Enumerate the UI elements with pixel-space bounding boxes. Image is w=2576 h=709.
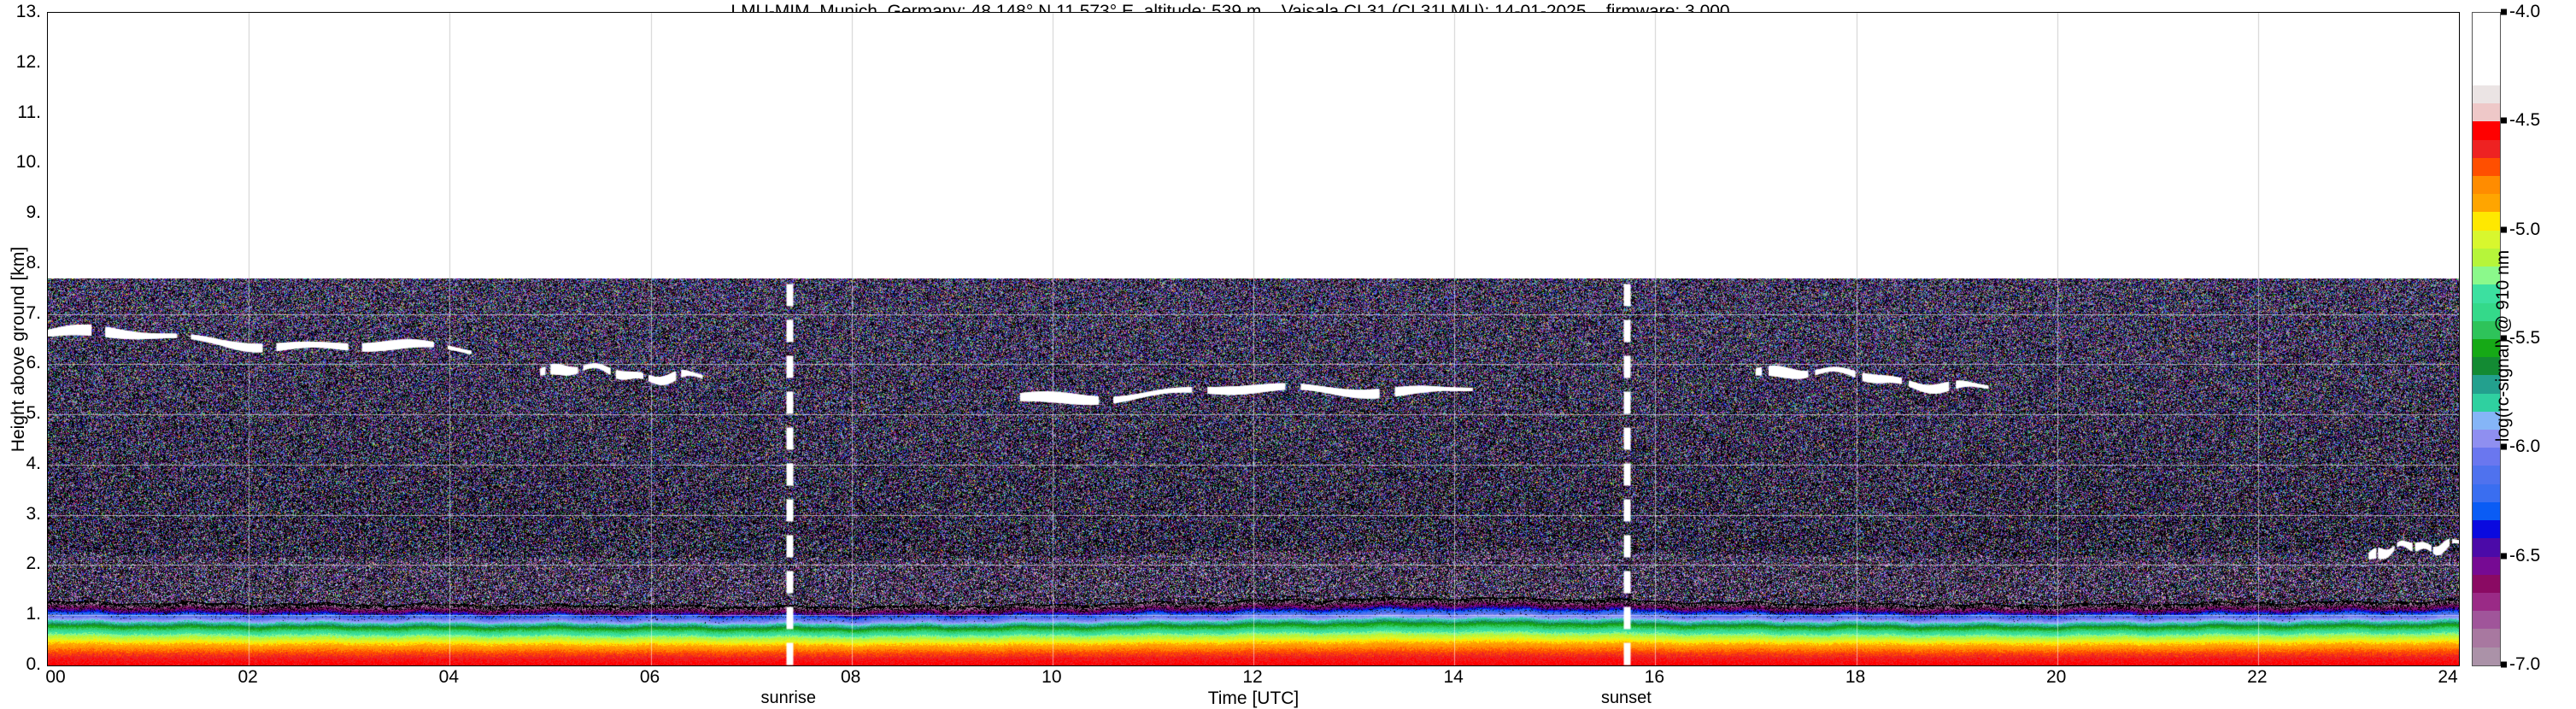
x-event-label-sunset: sunset <box>1600 688 1652 707</box>
y-tick-label: 12. <box>15 51 41 72</box>
colorbar-segment <box>2473 411 2500 431</box>
y-axis: 0. 1. 2. 3. 4. 5. 6. 7. 8. 9. 10. 11. 12. 13. <box>0 2 43 674</box>
colorbar-tick-mark <box>2501 553 2507 560</box>
x-tick-label: 16 <box>1644 667 1665 687</box>
x-tick-label: 00 <box>45 667 66 687</box>
heatmap-canvas <box>48 13 2459 665</box>
colorbar-segment <box>2473 574 2500 593</box>
x-tick-label: 22 <box>2247 667 2268 687</box>
x-event-label-sunrise: sunrise <box>760 688 816 707</box>
y-tick-label: 6. <box>26 353 41 373</box>
x-axis-title: Time [UTC] <box>1207 688 1300 708</box>
y-tick-label: 3. <box>26 503 41 524</box>
y-tick-label: 7. <box>26 302 41 323</box>
colorbar-segment <box>2473 103 2500 122</box>
colorbar-segment <box>2473 320 2500 339</box>
colorbar-segment <box>2473 85 2500 104</box>
colorbar-segment <box>2473 212 2500 231</box>
colorbar-segment <box>2473 538 2500 557</box>
colorbar-segment <box>2473 302 2500 321</box>
colorbar-segment <box>2473 520 2500 539</box>
colorbar-segment <box>2473 611 2500 630</box>
colorbar-tick-label: -5.5 <box>2509 328 2541 348</box>
colorbar-tick-label: -4.0 <box>2509 2 2541 21</box>
y-tick-label: 1. <box>26 604 41 624</box>
colorbar-segment <box>2473 466 2500 484</box>
colorbar-segment <box>2473 157 2500 176</box>
y-tick-label: 11. <box>17 102 41 122</box>
colorbar-tick-mark <box>2501 9 2507 15</box>
x-tick-label: 08 <box>840 667 861 687</box>
y-tick-label: 9. <box>26 202 41 223</box>
colorbar-segment <box>2473 629 2500 647</box>
colorbar-ticks: -4.0 -4.5 -5.0 -5.5 -6.0 -6.5 -7.0 <box>2501 2 2569 674</box>
colorbar-segment <box>2473 121 2500 140</box>
colorbar-segment <box>2473 430 2500 448</box>
x-tick-label: 20 <box>2045 667 2067 687</box>
colorbar-segment <box>2473 49 2500 67</box>
colorbar-segment <box>2473 375 2500 394</box>
colorbar-segment <box>2473 175 2500 195</box>
colorbar-segment <box>2473 67 2500 85</box>
x-tick-label: 02 <box>238 667 258 687</box>
colorbar-segment <box>2473 338 2500 358</box>
colorbar-tick-mark <box>2501 661 2507 668</box>
colorbar-segment <box>2473 593 2500 612</box>
colorbar-tick-label: -7.0 <box>2509 654 2541 674</box>
colorbar-segment <box>2473 483 2500 502</box>
colorbar-segment <box>2473 139 2500 158</box>
colorbar-segment <box>2473 647 2500 665</box>
x-tick-label: 06 <box>639 667 660 687</box>
colorbar-segment <box>2473 556 2500 575</box>
x-tick-label: 12 <box>1242 667 1263 687</box>
colorbar-tick-label: -6.5 <box>2509 545 2541 565</box>
x-tick-label: 04 <box>438 667 460 687</box>
ceilometer-heatmap-plot <box>47 12 2460 666</box>
colorbar-segment <box>2473 448 2500 466</box>
colorbar-segment <box>2473 357 2500 376</box>
x-tick-label: 24 <box>2438 667 2458 687</box>
y-tick-label: 2. <box>26 554 41 574</box>
x-tick-label: 14 <box>1443 667 1464 687</box>
y-tick-label: 13. <box>15 2 41 21</box>
colorbar-tick-mark <box>2501 117 2507 124</box>
colorbar-tick-label: -6.0 <box>2509 437 2541 457</box>
y-axis-title: Height above ground [km] <box>9 246 28 453</box>
y-tick-label: 10. <box>15 152 41 173</box>
y-tick-label: 0. <box>26 654 41 674</box>
x-axis: 00 02 04 06 08 10 12 14 16 18 20 22 24 sunrise sunset <box>45 667 2460 707</box>
colorbar-tick-mark <box>2501 443 2507 450</box>
colorbar-tick-label: -5.0 <box>2509 219 2541 239</box>
y-tick-label: 5. <box>26 403 41 424</box>
colorbar-tick-mark <box>2501 226 2507 233</box>
x-tick-label: 18 <box>1845 667 1866 687</box>
colorbar-segment <box>2473 501 2500 521</box>
colorbar-segment <box>2473 31 2500 50</box>
colorbar-segment <box>2473 194 2500 213</box>
colorbar-segment <box>2473 230 2500 249</box>
y-tick-label: 4. <box>26 453 41 473</box>
colorbar-segment <box>2473 248 2500 267</box>
y-tick-label: 8. <box>26 252 41 272</box>
colorbar-title: log(rc-signal) @ 910 nm <box>2493 249 2513 442</box>
colorbar-segment <box>2473 393 2500 412</box>
colorbar-segment <box>2473 284 2500 303</box>
colorbar-segment <box>2473 267 2500 285</box>
colorbar <box>2472 12 2501 666</box>
x-tick-label: 10 <box>1042 667 1062 687</box>
colorbar-segment <box>2473 13 2500 32</box>
colorbar-tick-mark <box>2501 335 2507 342</box>
colorbar-tick-label: -4.5 <box>2509 110 2541 131</box>
